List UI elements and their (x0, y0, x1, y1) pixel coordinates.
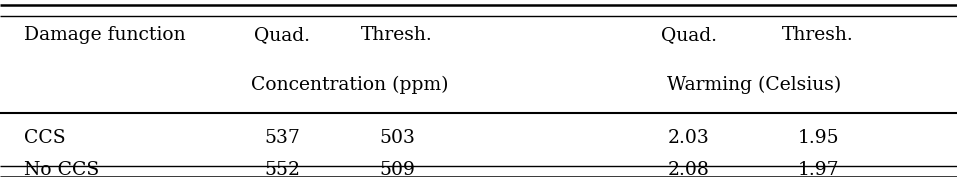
Text: Quad.: Quad. (661, 26, 717, 44)
Text: 509: 509 (379, 161, 415, 177)
Text: Thresh.: Thresh. (783, 26, 854, 44)
Text: 2.08: 2.08 (668, 161, 710, 177)
Text: 552: 552 (264, 161, 300, 177)
Text: 537: 537 (264, 129, 300, 147)
Text: CCS: CCS (24, 129, 65, 147)
Text: Quad.: Quad. (255, 26, 310, 44)
Text: Damage function: Damage function (24, 26, 186, 44)
Text: 2.03: 2.03 (668, 129, 710, 147)
Text: Concentration (ppm): Concentration (ppm) (251, 76, 448, 94)
Text: Warming (Celsius): Warming (Celsius) (666, 76, 841, 94)
Text: No CCS: No CCS (24, 161, 100, 177)
Text: 1.97: 1.97 (797, 161, 839, 177)
Text: 503: 503 (379, 129, 415, 147)
Text: 1.95: 1.95 (797, 129, 839, 147)
Text: Thresh.: Thresh. (362, 26, 433, 44)
